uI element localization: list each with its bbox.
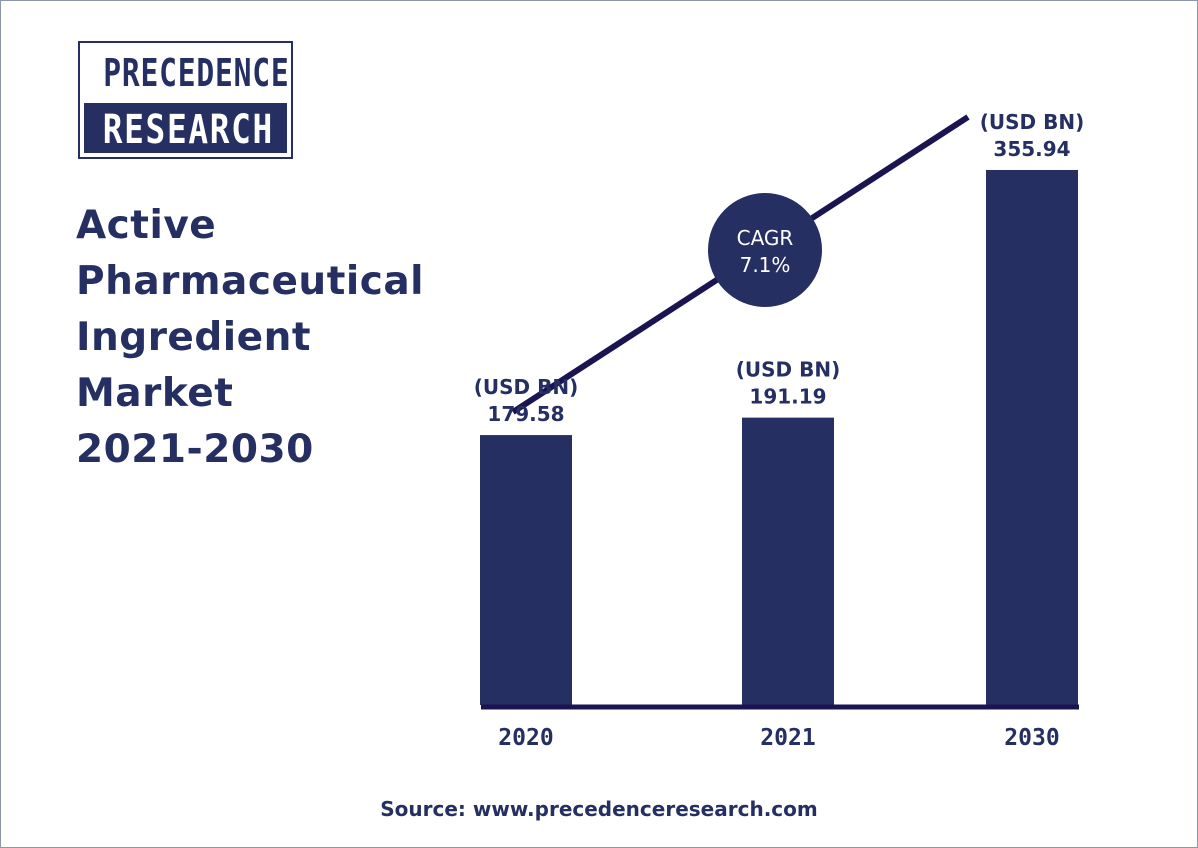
bar-value-label-2020: 179.58 [487,402,564,426]
title-line-4: Market [76,371,234,416]
cagr-badge: CAGR 7.1% [708,193,822,307]
logo-line-1: PRECEDENCE [103,43,289,101]
bar-2021 [742,417,834,705]
x-tick-label-2030: 2030 [1004,725,1059,751]
logo-line-2: RESEARCH [102,107,274,153]
cagr-label: CAGR [737,226,794,250]
title-line-3: Ingredient [76,315,312,360]
bar-unit-label-2021: (USD BN) [736,358,840,382]
bar-unit-label-2020: (USD BN) [474,375,578,399]
logo-line-2-band: RESEARCH [84,103,287,153]
title-line-1: Active [76,203,217,248]
cagr-value: 7.1% [740,253,791,277]
precedence-research-logo: PRECEDENCE RESEARCH [78,41,293,159]
bar-value-label-2030: 355.94 [993,137,1070,161]
cagr-circle [708,193,822,307]
x-tick-label-2020: 2020 [498,725,553,751]
bar-2020 [480,435,572,705]
bar-unit-label-2030: (USD BN) [980,110,1084,134]
bar-value-label-2021: 191.19 [749,385,826,409]
source-note: Source: www.precedenceresearch.com [380,797,818,821]
chart-title: Active Pharmaceutical Ingredient Market … [76,198,456,478]
bar-2030 [986,170,1078,705]
x-tick-label-2021: 2021 [760,725,815,751]
title-line-5: 2021-2030 [76,427,314,472]
title-line-2: Pharmaceutical [76,259,425,304]
